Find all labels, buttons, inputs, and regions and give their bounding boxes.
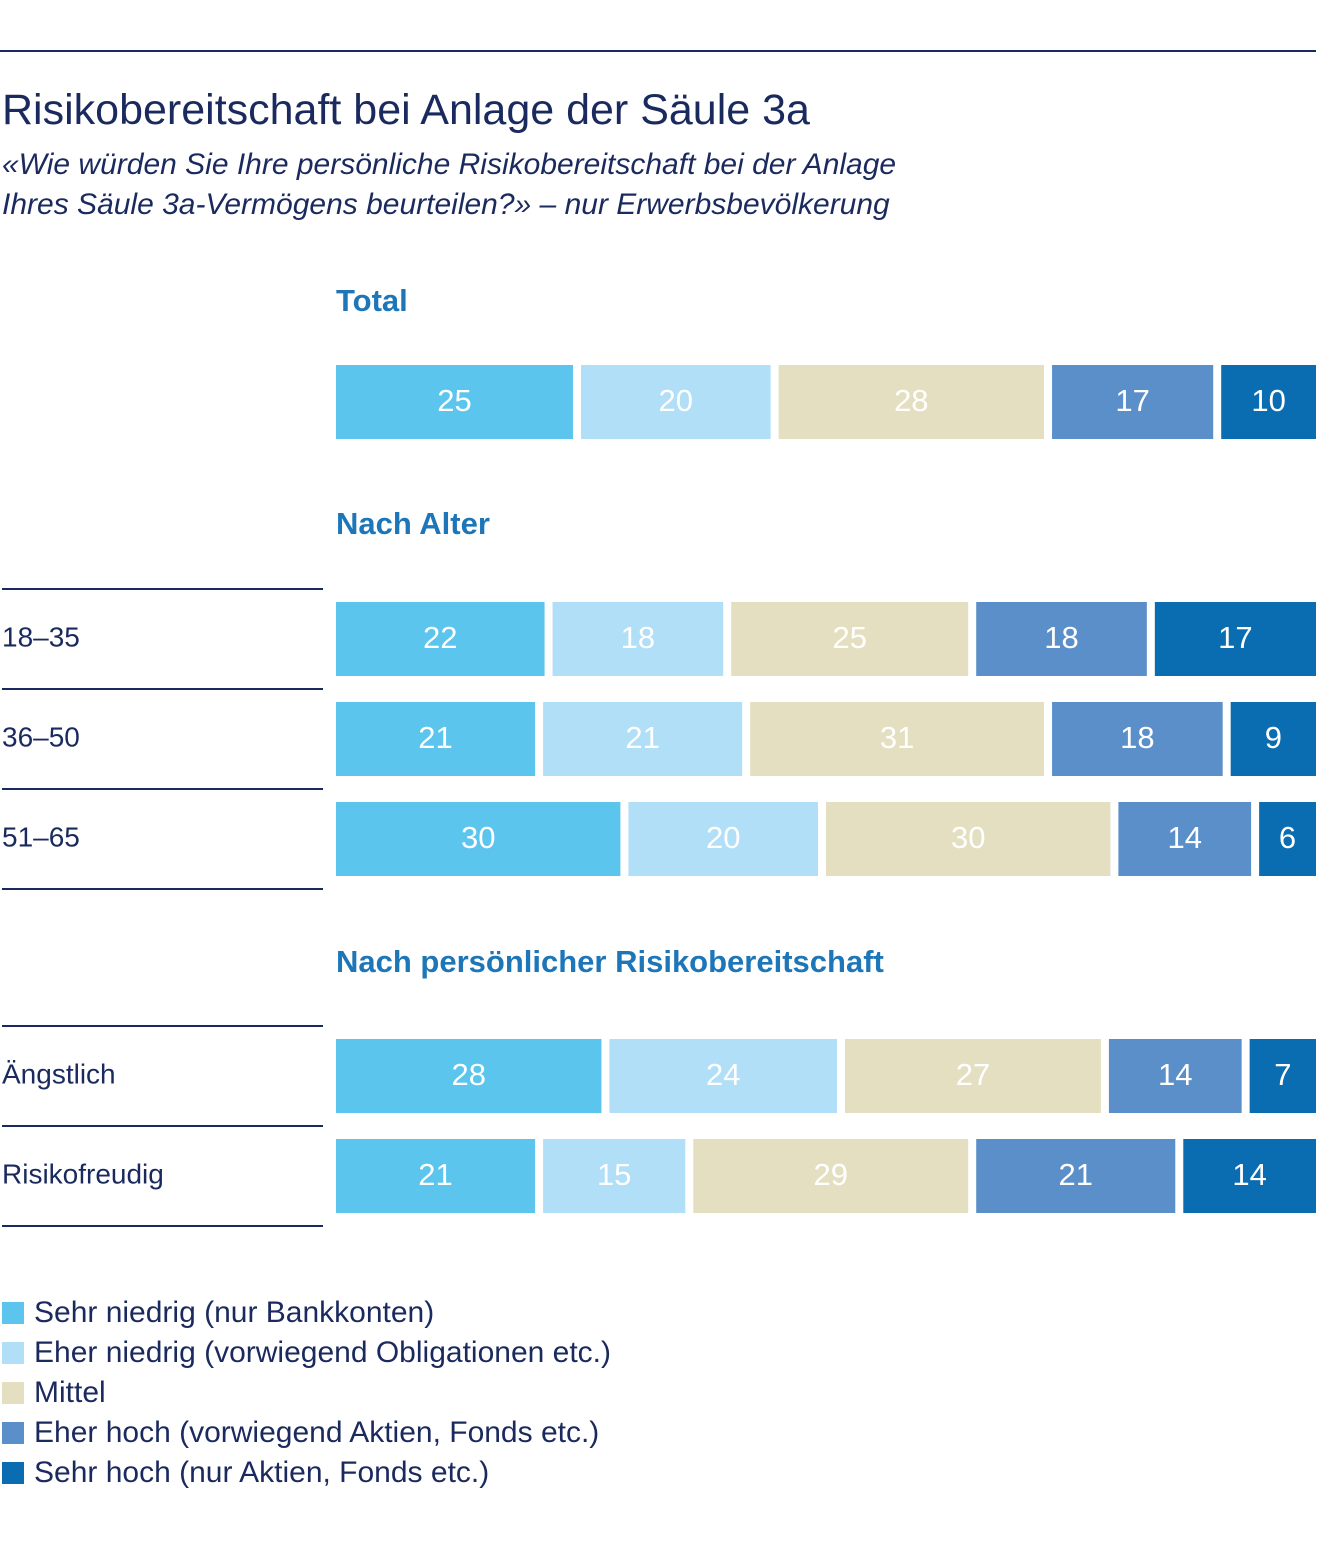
bar-value-label: 25 [437,383,471,418]
bar-value-label: 28 [894,383,928,418]
row-rule [2,588,323,590]
bar-segment [693,1139,969,1213]
row-label: Ängstlich [2,1058,116,1089]
legend-label: Mittel [34,1376,106,1409]
bar-value-label: 14 [1232,1157,1266,1192]
bar-value-label: 15 [597,1157,631,1192]
bar-segment [844,1039,1101,1113]
bar-segment [336,602,545,676]
bar-value-label: 21 [625,720,659,755]
section-heading: Nach persönlicher Risikobereitschaft [336,944,884,979]
bar-value-label: 17 [1115,383,1149,418]
chart-subtitle-line-1: «Wie würden Sie Ihre persönliche Risikob… [2,148,897,181]
bar-value-label: 21 [1058,1157,1092,1192]
bar-segment [609,1039,837,1113]
bar-segment [976,1139,1176,1213]
section-heading: Nach Alter [336,506,490,541]
bar-value-label: 21 [418,720,452,755]
bar-segment [543,1139,686,1213]
bar-value-label: 18 [621,620,655,655]
bar-value-label: 21 [418,1157,452,1192]
bar-value-label: 28 [451,1057,485,1092]
bar-segment [976,602,1147,676]
bar-segment [543,702,743,776]
bar-segment [1183,1139,1316,1213]
bar-segment [336,365,573,439]
bar-segment [1118,802,1252,876]
legend-swatch [2,1302,24,1324]
row-rule [2,788,323,790]
chart-subtitle-line-2: Ihres Säule 3a-Vermögens beurteilen?» – … [2,188,890,221]
row-label: Risikofreudig [2,1158,164,1189]
bar-segment [1259,802,1316,876]
legend-item: Mittel [2,1373,106,1413]
legend-item: Sehr niedrig (nur Bankkonten) [2,1293,434,1333]
bar-segment [1221,365,1316,439]
bar-value-label: 30 [951,820,985,855]
row-label: 18–35 [2,621,80,652]
bar-segment [750,702,1045,776]
legend-label: Sehr niedrig (nur Bankkonten) [34,1296,435,1329]
legend-label: Sehr hoch (nur Aktien, Fonds etc.) [34,1456,490,1489]
bar-value-label: 9 [1265,720,1282,755]
bar-segment [336,702,536,776]
bar-value-label: 27 [956,1057,990,1092]
row-label: 36–50 [2,721,80,752]
legend-swatch [2,1382,24,1404]
bar-value-label: 20 [659,383,693,418]
bar-value-label: 14 [1158,1057,1192,1092]
bar-value-label: 22 [423,620,457,655]
bar-value-label: 7 [1274,1057,1291,1092]
bar-segment [731,602,969,676]
section-heading: Total [336,283,408,318]
legend-label: Eher hoch (vorwiegend Aktien, Fonds etc.… [34,1416,600,1449]
bar-segment [628,802,818,876]
bar-segment [778,365,1045,439]
bar-segment [1052,702,1223,776]
legend-item: Eher niedrig (vorwiegend Obligationen et… [2,1333,611,1373]
bar-value-label: 20 [706,820,740,855]
legend-item: Sehr hoch (nur Aktien, Fonds etc.) [2,1453,489,1493]
bar-segment [1249,1039,1316,1113]
bar-segment [1154,602,1316,676]
bar-value-label: 18 [1120,720,1154,755]
row-rule [2,1025,323,1027]
bar-value-label: 10 [1251,383,1285,418]
bar-value-label: 18 [1044,620,1078,655]
bar-segment [336,1039,602,1113]
legend-label: Eher niedrig (vorwiegend Obligationen et… [34,1336,611,1369]
legend-swatch [2,1342,24,1364]
chart-title: Risikobereitschaft bei Anlage der Säule … [2,86,810,134]
bar-value-label: 6 [1279,820,1296,855]
row-rule [2,1225,323,1227]
bar-value-label: 14 [1168,820,1202,855]
row-rule [2,688,323,690]
top-rule [0,50,1316,52]
row-rule [2,1125,323,1127]
bar-segment [826,802,1111,876]
bar-value-label: 31 [880,720,914,755]
bar-segment [1230,702,1316,776]
bar-value-label: 17 [1218,620,1252,655]
row-rule [2,888,323,890]
bar-segment [336,802,621,876]
legend-swatch [2,1462,24,1484]
bar-value-label: 24 [706,1057,740,1092]
bar-segment [1108,1039,1242,1113]
bar-value-label: 25 [832,620,866,655]
legend-item: Eher hoch (vorwiegend Aktien, Fonds etc.… [2,1413,599,1453]
bar-value-label: 30 [461,820,495,855]
bar-segment [581,365,771,439]
bar-segment [552,602,724,676]
row-label: 51–65 [2,821,80,852]
legend-swatch [2,1422,24,1444]
bar-value-label: 29 [813,1157,847,1192]
bar-segment [336,1139,536,1213]
bar-segment [1052,365,1214,439]
